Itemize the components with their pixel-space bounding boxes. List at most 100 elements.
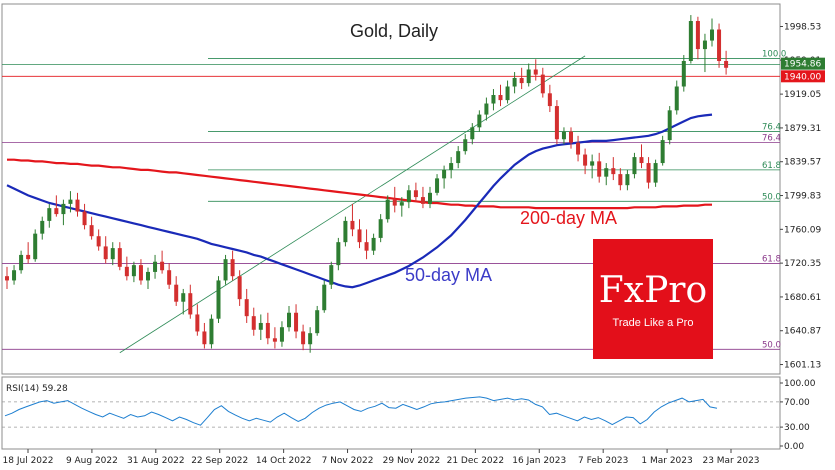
candle-body	[294, 312, 299, 332]
candle-body	[674, 86, 679, 111]
fib-label: 50.0	[762, 340, 781, 350]
candle-body	[632, 157, 637, 175]
candle-body	[223, 259, 228, 281]
candle-body	[153, 261, 158, 272]
rsi-line-path	[4, 396, 718, 426]
candle-body	[540, 74, 545, 94]
candle-body	[498, 95, 503, 101]
candle-body	[329, 265, 334, 285]
candle-body	[308, 333, 313, 345]
fib-label: 76.4	[762, 123, 781, 133]
candle-body	[569, 131, 573, 143]
x-tick-label: 29 Nov 2022	[383, 456, 441, 466]
candle-body	[533, 69, 538, 75]
candle-body	[717, 29, 722, 61]
candle-body	[82, 211, 87, 226]
moving-averages	[6, 113, 713, 289]
candle-body	[442, 169, 447, 179]
candle-body	[287, 312, 291, 328]
x-tick-label: 7 Nov 2022	[322, 456, 374, 466]
candle-body	[357, 229, 362, 243]
candle-body	[399, 202, 404, 206]
fib-label: 50.0	[762, 192, 781, 202]
x-tick-label: 23 Mar 2023	[702, 456, 759, 466]
price-tag-label: 1940.00	[784, 72, 821, 82]
candle-body	[40, 220, 45, 234]
x-tick-label: 18 Jul 2022	[3, 456, 54, 466]
x-tick-label: 22 Sep 2022	[191, 456, 248, 466]
y-tick-label: 1998.53	[784, 23, 821, 33]
ma50-label: 50-day MA	[405, 265, 492, 285]
candle-body	[279, 327, 284, 342]
candle-body	[117, 248, 122, 267]
candle-body	[449, 163, 454, 170]
candle-body	[702, 40, 707, 50]
candle-body	[526, 69, 531, 84]
candle-body	[428, 192, 432, 204]
candle-body	[576, 142, 581, 155]
x-tick-label: 14 Oct 2022	[256, 456, 312, 466]
candle-body	[378, 219, 383, 238]
rsi-y-tick-label: 100.00	[784, 379, 816, 389]
candle-body	[47, 208, 52, 221]
fib-label: 61.8	[762, 161, 781, 171]
candle-body	[75, 199, 80, 212]
candle-body	[491, 95, 496, 104]
candle-body	[174, 284, 179, 302]
rsi-y-tick-label: 70.00	[784, 398, 810, 408]
candle-body	[146, 271, 150, 281]
candle-body	[583, 154, 588, 166]
y-tick-label: 1640.87	[784, 327, 821, 337]
x-tick-label: 21 Dec 2022	[447, 456, 505, 466]
y-tick-label: 1799.83	[784, 192, 821, 202]
candle-body	[336, 242, 341, 266]
x-tick-label: 7 Feb 2023	[578, 456, 628, 466]
candle-body	[110, 248, 115, 260]
candle-body	[710, 29, 714, 41]
rsi-panel	[1, 376, 781, 450]
x-tick-label: 9 Aug 2022	[66, 456, 118, 466]
candle-body	[124, 266, 129, 277]
candle-body	[160, 261, 165, 271]
rsi-y-tick-label: 0.00	[784, 442, 804, 452]
x-tick-label: 1 Mar 2023	[641, 456, 692, 466]
candle-body	[667, 110, 672, 141]
candle-body	[604, 168, 609, 177]
candle-body	[597, 161, 602, 177]
candle-body	[470, 127, 475, 140]
candle-body	[456, 151, 461, 164]
candles	[5, 15, 729, 353]
candle-body	[265, 322, 270, 339]
candle-body	[61, 203, 66, 215]
rsi-line	[2, 396, 780, 428]
candle-body	[350, 220, 355, 230]
x-tick-label: 16 Jan 2023	[512, 456, 566, 466]
y-tick-label: 1839.57	[784, 158, 821, 168]
brand-badge: FxPro Trade Like a Pro	[593, 239, 713, 359]
rsi-y-tick-label: 30.00	[784, 423, 810, 433]
candle-body	[96, 236, 101, 247]
candle-body	[561, 131, 566, 140]
candle-body	[660, 140, 665, 164]
fib-label: 100.0	[762, 49, 786, 59]
candle-body	[547, 93, 552, 107]
candle-body	[19, 254, 24, 271]
candle-body	[33, 233, 38, 260]
rsi-title: RSI(14) 59.28	[6, 384, 68, 394]
candle-body	[477, 114, 482, 128]
candle-body	[26, 254, 31, 260]
candle-body	[216, 280, 221, 319]
candle-body	[420, 197, 425, 204]
candle-body	[343, 220, 348, 243]
candle-body	[625, 174, 630, 186]
candle-body	[406, 190, 411, 203]
fib-label: 76.4	[762, 134, 781, 144]
y-tick-label: 1760.09	[784, 225, 821, 235]
candle-body	[681, 60, 686, 87]
candle-body	[230, 259, 235, 277]
y-tick-label: 1919.05	[784, 90, 821, 100]
candle-body	[301, 331, 306, 345]
candle-body	[392, 199, 397, 206]
brand-logo: FxPro	[598, 270, 708, 311]
y-tick-label: 1879.31	[784, 124, 821, 134]
